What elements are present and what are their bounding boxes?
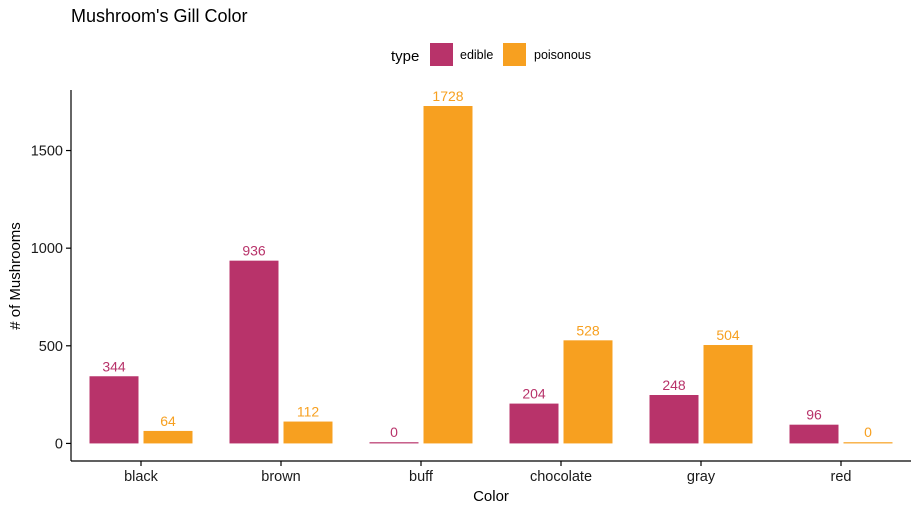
bar-edible-chocolate bbox=[509, 403, 559, 444]
bars bbox=[89, 106, 893, 444]
legend: type edible poisonous bbox=[391, 43, 591, 66]
bar-edible-red bbox=[789, 424, 839, 444]
bar-poisonous-red bbox=[843, 442, 893, 444]
bar-label-edible-chocolate: 204 bbox=[522, 386, 546, 402]
bar-poisonous-gray bbox=[703, 345, 753, 444]
bar-label-poisonous-buff: 1728 bbox=[432, 88, 463, 104]
x-axis-ticks: black brown buff chocolate gray red bbox=[124, 461, 851, 485]
bar-label-poisonous-chocolate: 528 bbox=[576, 322, 600, 338]
y-tick-label-500: 500 bbox=[39, 339, 63, 355]
x-tick-label-red: red bbox=[831, 469, 852, 485]
y-axis-title: # of Mushrooms bbox=[7, 222, 24, 330]
chart-title: Mushroom's Gill Color bbox=[71, 6, 247, 26]
x-tick-label-brown: brown bbox=[261, 469, 301, 485]
x-tick-label-gray: gray bbox=[687, 469, 716, 485]
legend-title: type bbox=[391, 48, 419, 65]
y-tick-label-1500: 1500 bbox=[31, 144, 63, 160]
legend-label-edible: edible bbox=[460, 48, 493, 62]
bar-label-edible-black: 344 bbox=[102, 358, 126, 374]
bar-label-edible-gray: 248 bbox=[662, 377, 686, 393]
bar-edible-buff bbox=[369, 442, 419, 444]
bar-label-poisonous-gray: 504 bbox=[716, 327, 740, 343]
x-axis-title: Color bbox=[473, 488, 509, 505]
legend-swatch-edible bbox=[430, 43, 453, 66]
bar-edible-gray bbox=[649, 395, 699, 444]
bar-label-edible-buff: 0 bbox=[390, 424, 398, 440]
plot-area: 344 64 936 112 0 1728 204 528 248 504 96 0 bbox=[89, 88, 893, 444]
legend-swatch-poisonous bbox=[503, 43, 526, 66]
bar-label-poisonous-black: 64 bbox=[160, 413, 176, 429]
bar-edible-brown bbox=[229, 260, 279, 444]
bar-poisonous-brown bbox=[283, 421, 333, 444]
bar-label-poisonous-red: 0 bbox=[864, 424, 872, 440]
bar-label-edible-brown: 936 bbox=[242, 243, 266, 259]
legend-label-poisonous: poisonous bbox=[534, 48, 591, 62]
y-tick-label-1000: 1000 bbox=[31, 241, 63, 257]
bar-label-edible-red: 96 bbox=[806, 407, 822, 423]
bar-poisonous-black bbox=[143, 430, 193, 444]
x-tick-label-buff: buff bbox=[409, 469, 434, 485]
x-tick-label-chocolate: chocolate bbox=[530, 469, 592, 485]
y-tick-label-0: 0 bbox=[55, 436, 63, 452]
bar-labels: 344 64 936 112 0 1728 204 528 248 504 96 0 bbox=[102, 88, 872, 440]
bar-poisonous-buff bbox=[423, 106, 473, 444]
bar-label-poisonous-brown: 112 bbox=[297, 404, 320, 420]
x-tick-label-black: black bbox=[124, 469, 159, 485]
bar-edible-black bbox=[89, 376, 139, 444]
bar-poisonous-chocolate bbox=[563, 340, 613, 444]
y-axis-ticks: 0 500 1000 1500 bbox=[31, 144, 71, 452]
